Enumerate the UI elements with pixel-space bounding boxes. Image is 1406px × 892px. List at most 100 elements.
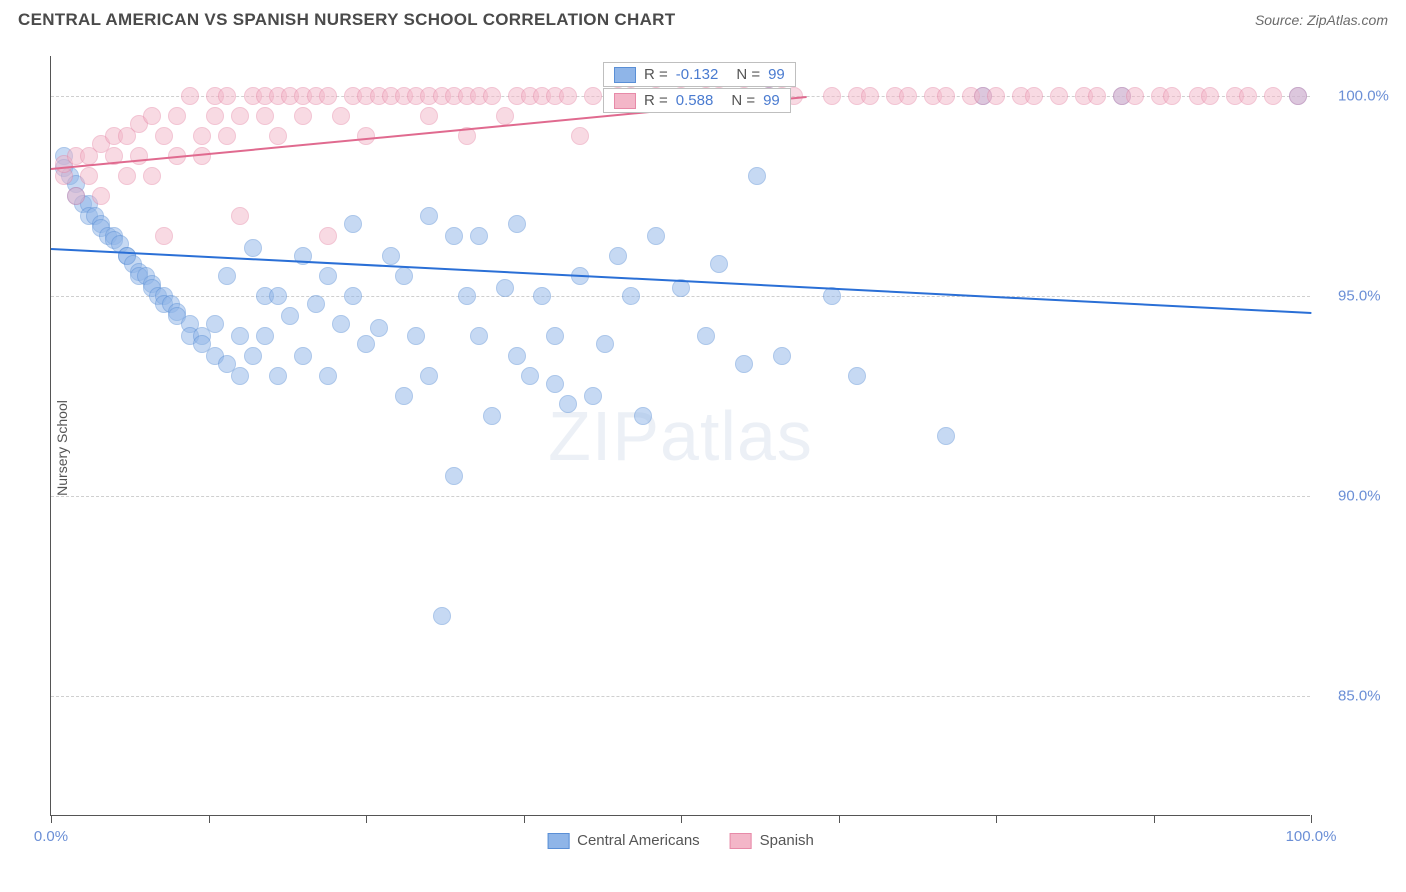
gridline: [51, 696, 1310, 697]
data-point: [773, 347, 791, 365]
chart-header: CENTRAL AMERICAN VS SPANISH NURSERY SCHO…: [0, 0, 1406, 36]
data-point: [546, 375, 564, 393]
stat-label: N =: [736, 66, 760, 83]
data-point: [861, 87, 879, 105]
data-point: [1289, 87, 1307, 105]
data-point: [584, 87, 602, 105]
plot-area: ZIPatlas 85.0%90.0%95.0%100.0%0.0%100.0%…: [50, 56, 1310, 816]
xtick: [1311, 815, 1312, 823]
data-point: [496, 279, 514, 297]
stat-value: 99: [763, 92, 780, 109]
data-point: [155, 127, 173, 145]
data-point: [445, 227, 463, 245]
data-point: [155, 227, 173, 245]
xtick: [996, 815, 997, 823]
data-point: [218, 267, 236, 285]
data-point: [508, 215, 526, 233]
data-point: [168, 107, 186, 125]
data-point: [1201, 87, 1219, 105]
data-point: [269, 287, 287, 305]
data-point: [710, 255, 728, 273]
data-point: [395, 267, 413, 285]
data-point: [634, 407, 652, 425]
data-point: [193, 127, 211, 145]
data-point: [1025, 87, 1043, 105]
data-point: [294, 107, 312, 125]
data-point: [319, 367, 337, 385]
legend-swatch: [614, 93, 636, 109]
xtick: [839, 815, 840, 823]
data-point: [899, 87, 917, 105]
xtick: [681, 815, 682, 823]
xtick: [524, 815, 525, 823]
data-point: [332, 315, 350, 333]
data-point: [395, 387, 413, 405]
legend-swatch: [614, 67, 636, 83]
data-point: [445, 467, 463, 485]
data-point: [470, 227, 488, 245]
legend-label: Central Americans: [577, 832, 700, 849]
data-point: [206, 315, 224, 333]
data-point: [281, 307, 299, 325]
data-point: [143, 107, 161, 125]
xtick: [366, 815, 367, 823]
data-point: [244, 347, 262, 365]
data-point: [1088, 87, 1106, 105]
data-point: [130, 147, 148, 165]
gridline: [51, 496, 1310, 497]
data-point: [231, 327, 249, 345]
watermark: ZIPatlas: [548, 396, 813, 476]
data-point: [937, 87, 955, 105]
trend-line: [51, 248, 1311, 314]
data-point: [823, 87, 841, 105]
ytick-label: 95.0%: [1338, 288, 1381, 305]
data-point: [937, 427, 955, 445]
xtick: [209, 815, 210, 823]
stat-label: N =: [731, 92, 755, 109]
data-point: [256, 107, 274, 125]
data-point: [521, 367, 539, 385]
data-point: [319, 227, 337, 245]
data-point: [647, 227, 665, 245]
watermark-thin: atlas: [660, 397, 813, 475]
data-point: [470, 327, 488, 345]
data-point: [546, 327, 564, 345]
data-point: [596, 335, 614, 353]
stats-box: R =0.588 N =99: [603, 88, 791, 113]
legend: Central Americans Spanish: [547, 832, 814, 849]
data-point: [382, 247, 400, 265]
data-point: [533, 287, 551, 305]
xtick-label: 0.0%: [34, 828, 68, 845]
xtick: [51, 815, 52, 823]
data-point: [433, 607, 451, 625]
data-point: [571, 127, 589, 145]
data-point: [357, 335, 375, 353]
ytick-label: 100.0%: [1338, 88, 1389, 105]
data-point: [80, 167, 98, 185]
stats-box: R =-0.132 N =99: [603, 62, 796, 87]
legend-item: Spanish: [730, 832, 814, 849]
chart-source: Source: ZipAtlas.com: [1255, 12, 1388, 28]
data-point: [344, 287, 362, 305]
data-point: [244, 239, 262, 257]
data-point: [231, 207, 249, 225]
legend-swatch: [730, 833, 752, 849]
data-point: [420, 367, 438, 385]
ytick-label: 90.0%: [1338, 488, 1381, 505]
data-point: [559, 87, 577, 105]
stat-value: 99: [768, 66, 785, 83]
data-point: [483, 407, 501, 425]
data-point: [370, 319, 388, 337]
stat-value: -0.132: [676, 66, 719, 83]
data-point: [118, 167, 136, 185]
data-point: [420, 107, 438, 125]
data-point: [420, 207, 438, 225]
data-point: [344, 215, 362, 233]
data-point: [181, 87, 199, 105]
data-point: [1126, 87, 1144, 105]
legend-label: Spanish: [760, 832, 814, 849]
data-point: [269, 367, 287, 385]
data-point: [584, 387, 602, 405]
xtick: [1154, 815, 1155, 823]
data-point: [559, 395, 577, 413]
